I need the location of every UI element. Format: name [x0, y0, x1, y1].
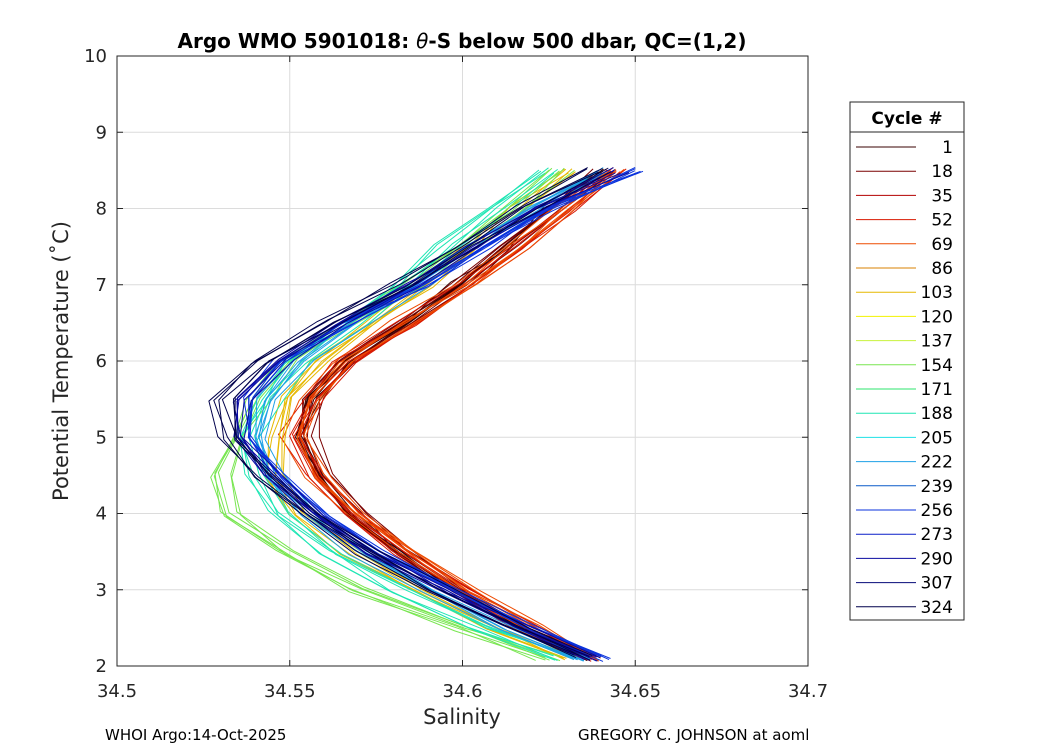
x-tick-label: 34.65	[609, 681, 661, 702]
y-tick-label: 6	[96, 351, 107, 372]
x-axis-label: Salinity	[423, 705, 501, 729]
legend-label: 256	[921, 501, 953, 521]
y-tick-label: 5	[96, 427, 107, 448]
legend-box	[849, 101, 965, 621]
x-tick-label: 34.55	[264, 681, 316, 702]
profile-line	[239, 172, 556, 661]
axis-ticks: 34.5 34.55 34.6 34.65 34.7 2 3 4 5 6 7 8 9 10	[84, 46, 828, 702]
legend-label: 205	[921, 428, 953, 448]
footer-right: GREGORY C. JOHNSON at aoml	[578, 726, 809, 744]
x-tick-label: 34.5	[97, 681, 137, 702]
legend-entries: 1 18 35 52 69 86 103 120 137 154 171 188 205 222 239 25…	[856, 138, 953, 618]
legend-label: 1	[942, 138, 953, 158]
y-tick-label: 2	[96, 656, 107, 677]
x-tick-label: 34.6	[442, 681, 482, 702]
legend-label: 273	[921, 525, 953, 545]
legend-label: 239	[921, 477, 953, 497]
profile-line	[213, 171, 600, 659]
legend-label: 35	[931, 186, 953, 206]
profile-line	[232, 167, 609, 657]
profile-line	[221, 167, 603, 658]
profile-line	[239, 172, 621, 662]
profile-line	[296, 170, 612, 659]
legend-label: 103	[921, 283, 953, 303]
legend-label: 324	[921, 598, 953, 618]
legend-label: 137	[921, 332, 953, 352]
legend: Cycle # 1 18 35 52 69 86 103 120 137 154 171 188 205…	[849, 101, 965, 621]
y-tick-label: 8	[96, 199, 107, 220]
profile-lines	[208, 166, 644, 662]
legend-label: 171	[921, 380, 953, 400]
profile-line	[210, 167, 553, 661]
legend-label: 307	[921, 574, 953, 594]
y-tick-label: 10	[84, 46, 107, 67]
y-axis-label: Potential Temperature (˚C)	[49, 221, 73, 501]
profile-line	[249, 171, 639, 661]
footer-left: WHOI Argo:14-Oct-2025	[105, 726, 286, 744]
legend-label: 120	[921, 307, 953, 327]
profile-line	[255, 170, 597, 661]
profile-line	[243, 166, 636, 662]
y-tick-label: 7	[96, 275, 107, 296]
profile-line	[303, 168, 625, 662]
y-tick-label: 3	[96, 580, 107, 601]
legend-label: 18	[931, 162, 953, 182]
legend-label: 86	[931, 259, 953, 279]
legend-label: 290	[921, 549, 953, 569]
profile-line	[213, 170, 560, 658]
legend-label: 154	[921, 356, 953, 376]
profile-line	[208, 168, 588, 656]
legend-label: 222	[921, 453, 953, 473]
x-tick-label: 34.7	[788, 681, 828, 702]
y-tick-label: 9	[96, 122, 107, 143]
legend-title: Cycle #	[871, 109, 942, 129]
legend-label: 188	[921, 404, 953, 424]
profile-line	[292, 171, 617, 661]
chart-title: Argo WMO 5901018: θ-S below 500 dbar, QC…	[178, 29, 747, 53]
profile-line	[298, 171, 621, 659]
profile-line	[281, 172, 606, 659]
y-tick-label: 4	[96, 504, 107, 525]
legend-label: 69	[931, 235, 953, 255]
legend-label: 52	[931, 211, 953, 231]
profile-line	[305, 169, 617, 660]
profile-line	[274, 168, 565, 659]
